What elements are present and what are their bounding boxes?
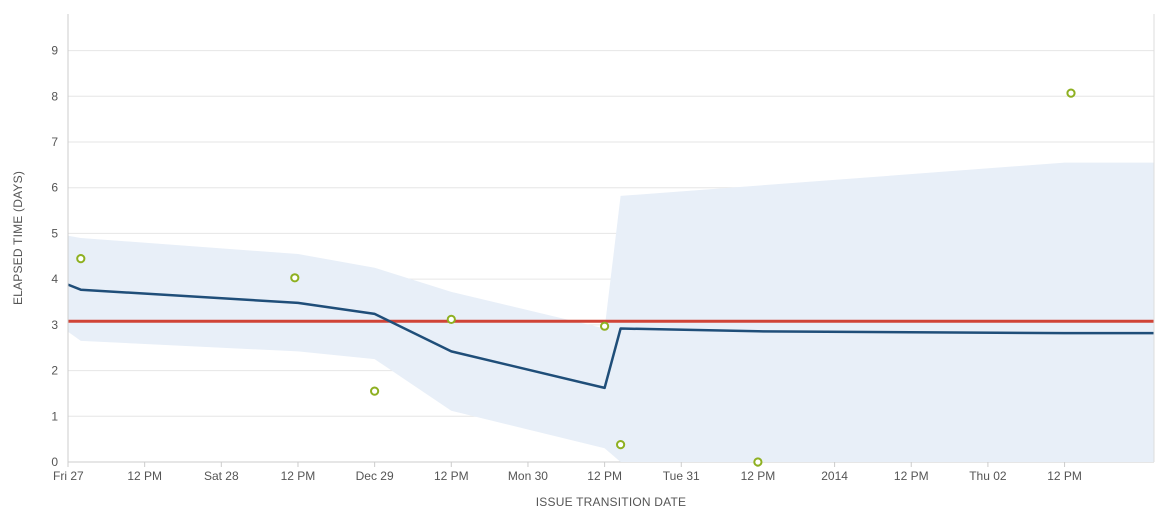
std-deviation-band: [68, 162, 1154, 462]
x-tick-label: Thu 02: [969, 469, 1007, 483]
issue-point: [76, 254, 86, 264]
x-axis-ticks: Fri 27 12 PM Sat 28 12 PM Dec 29 12 PM Mon 30 1…: [53, 469, 1082, 483]
issue-point: [446, 314, 456, 324]
issue-point: [616, 440, 626, 450]
y-tick-label: 7: [51, 135, 58, 149]
issue-points: [76, 88, 1076, 467]
x-tick-label: 12 PM: [741, 469, 776, 483]
rolling-average-polyline: [67, 283, 1154, 390]
x-tick-label: 12 PM: [894, 469, 929, 483]
x-tick-label: 12 PM: [281, 469, 316, 483]
y-axis-title: ELAPSED TIME (DAYS): [11, 171, 25, 305]
x-tick-label: 12 PM: [587, 469, 622, 483]
x-tick-label: 12 PM: [434, 469, 469, 483]
x-tick-label: 12 PM: [1047, 469, 1082, 483]
issue-point: [600, 321, 610, 331]
x-tick-label: Fri 27: [53, 469, 84, 483]
rolling-std-band: [68, 162, 1154, 462]
y-tick-label: 4: [51, 272, 58, 286]
y-tick-label: 5: [51, 226, 58, 240]
y-tick-label: 8: [51, 89, 58, 103]
x-tick-label: 12 PM: [127, 469, 162, 483]
y-tick-label: 1: [51, 409, 58, 423]
x-tick-label: Mon 30: [508, 469, 548, 483]
issue-point: [370, 386, 380, 396]
x-tick-label: Dec 29: [356, 469, 394, 483]
x-tick-label: Tue 31: [663, 469, 700, 483]
x-axis-title: ISSUE TRANSITION DATE: [536, 495, 686, 509]
y-tick-label: 6: [51, 181, 58, 195]
y-axis-ticks: 0 1 2 3 4 5 6 7 8 9: [51, 44, 58, 469]
issue-point: [753, 457, 763, 467]
y-tick-label: 3: [51, 318, 58, 332]
x-tick-label: 2014: [821, 469, 848, 483]
x-tick-label: Sat 28: [204, 469, 239, 483]
y-tick-label: 9: [51, 44, 58, 58]
issue-point: [1066, 88, 1076, 98]
rolling-average-line: [67, 283, 1154, 390]
y-tick-label: 2: [51, 364, 58, 378]
y-tick-label: 0: [51, 455, 58, 469]
issue-point: [290, 273, 300, 283]
